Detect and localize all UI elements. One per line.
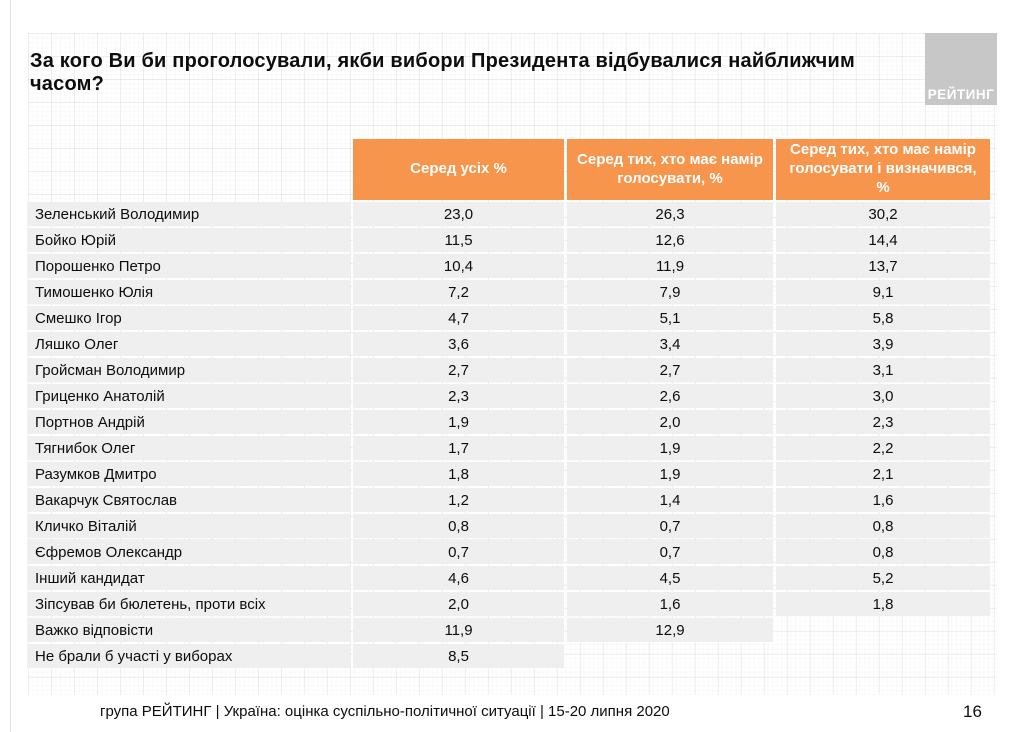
poll-value-cell: 5,8 [776,306,990,330]
poll-value-cell: 2,7 [353,358,564,382]
candidate-name-cell: Тягнибок Олег [27,436,350,460]
column-header-intend-and-decided: Серед тих, хто має намір голосувати і ви… [776,139,990,200]
poll-value-cell: 14,4 [776,228,990,252]
poll-value-cell: 2,7 [567,358,773,382]
poll-value-cell: 2,6 [567,384,773,408]
poll-value-cell: 7,9 [567,280,773,304]
poll-value-cell: 4,7 [353,306,564,330]
rating-logo-text: РЕЙТИНГ [927,87,995,102]
page-title: За кого Ви би проголосували, якби вибори… [30,50,855,95]
poll-value-cell: 3,9 [776,332,990,356]
poll-value-cell: 3,6 [353,332,564,356]
poll-value-cell: 1,6 [567,592,773,616]
candidate-name-cell: Ляшко Олег [27,332,350,356]
poll-value-cell: 2,3 [353,384,564,408]
poll-value-cell: 1,9 [353,410,564,434]
poll-value-cell: 4,5 [567,566,773,590]
poll-value-cell: 1,6 [776,488,990,512]
poll-value-cell: 9,1 [776,280,990,304]
poll-value-cell: 0,7 [567,514,773,538]
poll-value-cell: 11,5 [353,228,564,252]
poll-value-cell: 3,0 [776,384,990,408]
slide-left-border [10,0,11,732]
poll-results-table: Серед усіх % Серед тих, хто має намір го… [27,139,990,668]
poll-value-cell: 30,2 [776,202,990,226]
poll-value-cell: 12,9 [567,618,773,642]
empty-value-cell [776,618,990,642]
poll-value-cell: 0,8 [353,514,564,538]
candidate-name-cell: Гройсман Володимир [27,358,350,382]
candidate-name-cell: Інший кандидат [27,566,350,590]
candidate-name-cell: Кличко Віталій [27,514,350,538]
poll-value-cell: 0,8 [776,514,990,538]
poll-value-cell: 1,4 [567,488,773,512]
candidate-name-cell: Єфремов Олександр [27,540,350,564]
poll-value-cell: 2,0 [567,410,773,434]
candidate-name-cell: Тимошенко Юлія [27,280,350,304]
poll-value-cell: 23,0 [353,202,564,226]
poll-value-cell: 2,2 [776,436,990,460]
candidate-name-cell: Важко відповісти [27,618,350,642]
poll-value-cell: 8,5 [353,644,564,668]
empty-value-cell [567,644,773,668]
poll-value-cell: 1,8 [353,462,564,486]
candidate-name-cell: Зіпсував би бюлетень, проти всіх [27,592,350,616]
poll-value-cell: 1,8 [776,592,990,616]
candidate-name-cell: Смешко Ігор [27,306,350,330]
candidate-name-cell: Портнов Андрій [27,410,350,434]
table-corner-spacer [27,139,350,200]
poll-value-cell: 10,4 [353,254,564,278]
poll-value-cell: 1,2 [353,488,564,512]
poll-value-cell: 7,2 [353,280,564,304]
poll-value-cell: 1,9 [567,436,773,460]
page-number: 16 [963,702,982,721]
candidate-name-cell: Зеленський Володимир [27,202,350,226]
footer-source-note: група РЕЙТИНГ | Україна: оцінка суспільн… [100,703,670,720]
poll-value-cell: 0,8 [776,540,990,564]
candidate-name-cell: Гриценко Анатолій [27,384,350,408]
poll-value-cell: 3,4 [567,332,773,356]
candidate-name-cell: Не брали б участі у виборах [27,644,350,668]
poll-value-cell: 2,3 [776,410,990,434]
poll-value-cell: 1,9 [567,462,773,486]
poll-value-cell: 12,6 [567,228,773,252]
poll-value-cell: 4,6 [353,566,564,590]
poll-value-cell: 26,3 [567,202,773,226]
poll-value-cell: 1,7 [353,436,564,460]
poll-value-cell: 0,7 [567,540,773,564]
poll-value-cell: 3,1 [776,358,990,382]
poll-value-cell: 5,1 [567,306,773,330]
candidate-name-cell: Порошенко Петро [27,254,350,278]
column-header-among-all: Серед усіх % [353,139,564,200]
column-header-intend-to-vote: Серед тих, хто має намір голосувати, % [567,139,773,200]
poll-value-cell: 11,9 [353,618,564,642]
poll-value-cell: 2,1 [776,462,990,486]
rating-group-logo: РЕЙТИНГ [925,33,997,105]
candidate-name-cell: Вакарчук Святослав [27,488,350,512]
empty-value-cell [776,644,990,668]
poll-value-cell: 2,0 [353,592,564,616]
poll-value-cell: 5,2 [776,566,990,590]
poll-value-cell: 11,9 [567,254,773,278]
candidate-name-cell: Разумков Дмитро [27,462,350,486]
poll-value-cell: 0,7 [353,540,564,564]
candidate-name-cell: Бойко Юрій [27,228,350,252]
poll-value-cell: 13,7 [776,254,990,278]
